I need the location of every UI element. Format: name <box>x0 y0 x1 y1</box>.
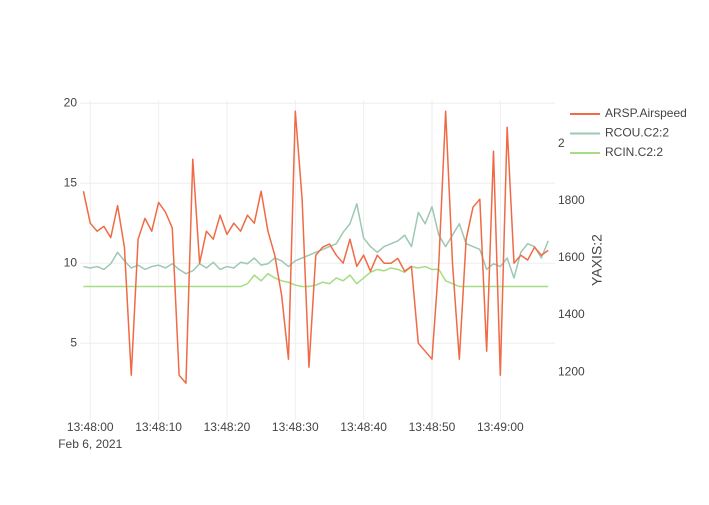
y-tick-label: 15 <box>64 175 78 189</box>
y-tick-label: 20 <box>64 95 78 109</box>
series-line <box>83 203 549 279</box>
y2-axis-title: YAXIS:2 <box>589 234 605 286</box>
legend-label: RCIN.C2:2 <box>605 145 663 159</box>
series-line <box>83 265 549 288</box>
x-tick-label: 13:48:00 <box>67 420 114 434</box>
x-tick-label: 13:48:10 <box>135 420 182 434</box>
axes: 5 10 15 20 1200 1400 1600 1800 2 13:48:00 Feb 6, 2… <box>58 95 687 451</box>
x-tick-label: 13:48:20 <box>204 420 251 434</box>
x-tick-label: 13:48:30 <box>272 420 319 434</box>
legend-label: RCOU.C2:2 <box>605 126 669 140</box>
legend-label: ARSP.Airspeed <box>605 106 687 120</box>
y2-tick-label: 1200 <box>558 364 585 378</box>
series-line <box>82 110 549 384</box>
x-tick-label: 13:48:40 <box>340 420 387 434</box>
x-tick-label: 13:48:50 <box>409 420 456 434</box>
grid <box>80 100 555 420</box>
y2-tick-label: 1600 <box>558 250 585 264</box>
x-tick-label: 13:49:00 <box>477 420 524 434</box>
x-date-label: Feb 6, 2021 <box>58 437 122 451</box>
y2-tick-label: 2 <box>558 136 565 150</box>
y-tick-label: 5 <box>70 335 77 349</box>
y-tick-label: 10 <box>64 255 78 269</box>
y2-tick-label: 1400 <box>558 307 585 321</box>
y2-tick-label: 1800 <box>558 193 585 207</box>
plot-area <box>82 110 549 384</box>
